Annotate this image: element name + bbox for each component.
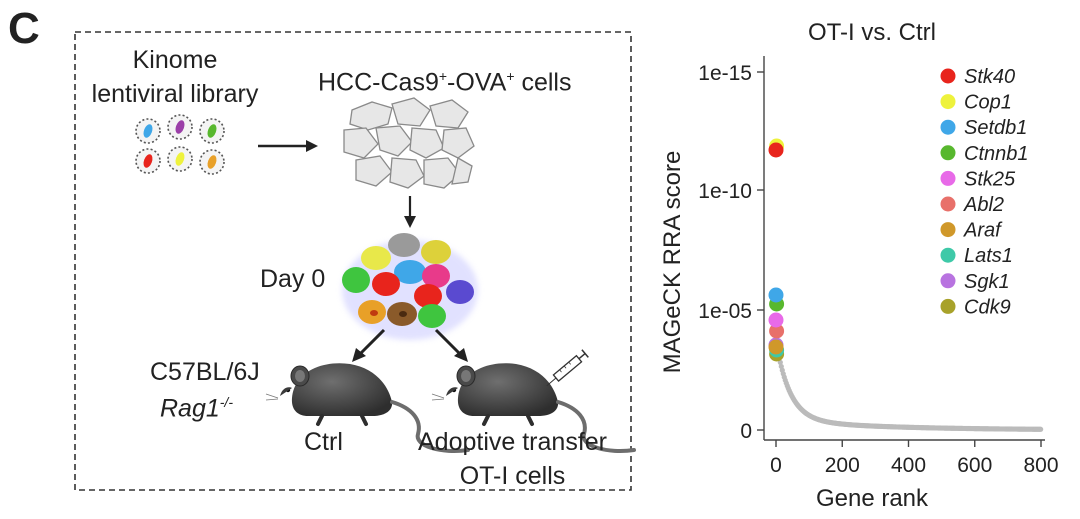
gene-point-setdb1 <box>768 287 784 303</box>
background-gene-point <box>1038 426 1044 432</box>
legend-marker <box>940 196 956 212</box>
legend-marker <box>940 145 956 161</box>
x-tick-label: 800 <box>1023 454 1058 477</box>
axis-ticks: 1e-15 1e-10 1e-05 00 200 400 600 800 <box>698 62 1058 477</box>
gene-point-stk25 <box>768 312 784 328</box>
ctrl-label: Ctrl <box>304 428 343 456</box>
legend-marker <box>940 170 956 186</box>
legend: Stk40 Cop1 Setdb1 Ctnnb1 Stk25 Abl2 Araf Lats1 S… <box>940 66 1029 318</box>
arrow-to-tumor <box>404 196 416 228</box>
gene-point-araf <box>768 339 784 355</box>
y-tick-label: 1e-10 <box>698 180 752 203</box>
gene-point-stk40 <box>768 142 784 158</box>
legend-marker <box>940 298 956 314</box>
mouse-strain-label: C57BL/6J <box>150 358 260 386</box>
legend-marker <box>940 273 956 289</box>
dashed-frame <box>74 31 632 491</box>
y-tick-label: 1e-15 <box>698 62 752 85</box>
legend-marker <box>940 119 956 135</box>
x-tick-label: 400 <box>891 454 926 477</box>
legend-label: Araf <box>963 220 1003 242</box>
arrow-to-ctrl-mouse <box>352 328 386 362</box>
panel-label: C <box>8 4 40 53</box>
legend-label: Cop1 <box>964 92 1012 114</box>
legend-marker <box>940 68 956 84</box>
highlighted-genes <box>768 138 785 362</box>
x-tick-label: 200 <box>825 454 860 477</box>
legend-marker <box>940 222 956 238</box>
legend-label: Cdk9 <box>964 296 1011 318</box>
arrow-to-transfer-mouse <box>434 328 468 362</box>
legend-label: Ctnnb1 <box>964 143 1029 165</box>
gene-point-abl2 <box>769 323 785 339</box>
y-axis-label: MAGeCK RRA score <box>659 151 686 374</box>
legend-label: Stk25 <box>964 168 1016 190</box>
syringe-icon <box>546 349 589 387</box>
cell-cluster <box>343 97 475 189</box>
legend-marker <box>940 247 956 263</box>
legend-marker <box>940 94 956 110</box>
y-tick-label: 0 <box>740 420 752 443</box>
legend-label: Sgk1 <box>964 271 1010 293</box>
lentivirus-icons <box>135 114 225 175</box>
arrow-to-cells <box>258 140 318 152</box>
legend-label: Stk40 <box>964 66 1015 88</box>
schematic-diagram <box>74 31 636 491</box>
legend-label: Lats1 <box>964 245 1013 267</box>
y-tick-label: 1e-05 <box>698 300 752 323</box>
axes <box>763 56 1045 441</box>
library-label-line2: lentiviral library <box>91 80 259 108</box>
legend-label: Setdb1 <box>964 117 1027 139</box>
cells-label: HCC-Cas9+-OVA+ cells <box>318 68 572 97</box>
rag-label: Rag1-/- <box>160 394 233 423</box>
transfer-label-line2: OT-I cells <box>459 462 566 490</box>
chart-title: OT-I vs. Ctrl <box>808 19 936 46</box>
rra-score-chart: OT-I vs. Ctrl 1e-15 1e-10 1e-05 00 200 400 600… <box>659 19 1059 512</box>
transfer-label-line1: Adoptive transfer <box>418 428 607 456</box>
x-tick-label: 600 <box>957 454 992 477</box>
tumor-cluster <box>342 233 478 340</box>
legend-label: Abl2 <box>963 194 1004 216</box>
background-genes-curve <box>776 355 1044 432</box>
day-label: Day 0 <box>260 265 326 293</box>
x-axis-label: Gene rank <box>816 485 929 512</box>
library-label-line1: Kinome <box>132 46 218 74</box>
x-tick-label: 0 <box>770 454 782 477</box>
